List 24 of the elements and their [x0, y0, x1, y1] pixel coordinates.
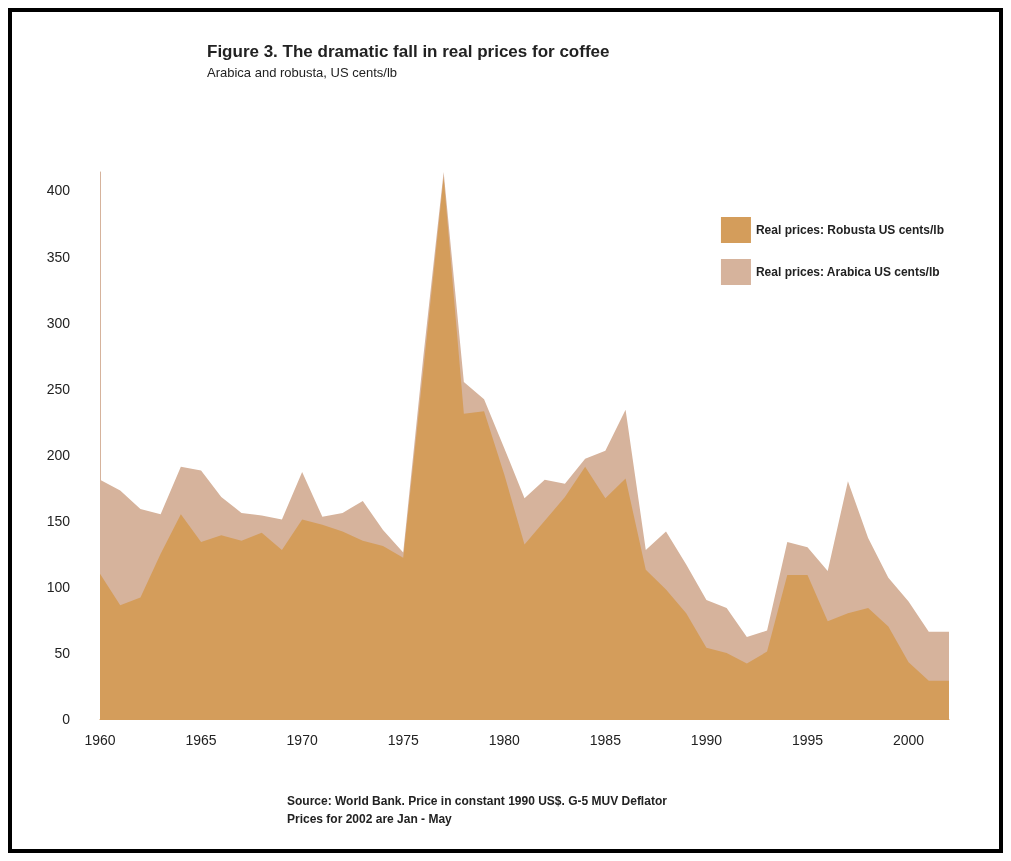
- y-tick-label: 0: [62, 711, 71, 727]
- x-tick-label: 1985: [589, 732, 622, 748]
- chart-subtitle: Arabica and robusta, US cents/lb: [207, 65, 398, 80]
- x-tick-label: 1995: [791, 732, 824, 748]
- x-tick-label: 2000: [892, 732, 925, 748]
- y-tick-label: 400: [46, 182, 71, 199]
- source-note: Source: World Bank. Price in constant 1990 US$. G-5 MUV Deflator: [287, 794, 668, 808]
- y-tick-label: 150: [46, 512, 71, 529]
- x-tick-label: 1980: [488, 732, 521, 748]
- y-tick-label: 50: [54, 644, 71, 661]
- legend-label: Real prices: Arabica US cents/lb: [755, 265, 940, 279]
- chart-title: Figure 3. The dramatic fall in real prices for coffee: [207, 42, 610, 61]
- text: Prices for 2002 are Jan - May: [287, 812, 453, 826]
- x-tick-label: 1970: [286, 732, 318, 748]
- y-tick-label: 100: [46, 578, 71, 595]
- x-tick-label: 1990: [690, 732, 723, 748]
- y-tick-label: 350: [46, 248, 71, 265]
- x-tick-label: 1965: [185, 732, 217, 748]
- legend-label: Real prices: Robusta US cents/lb: [755, 223, 945, 237]
- y-tick-label: 300: [46, 314, 71, 331]
- y-tick-label: 250: [46, 380, 71, 397]
- x-tick-label: 1975: [387, 732, 419, 748]
- y-tick-label: 200: [46, 446, 71, 463]
- x-tick-label: 1960: [84, 732, 116, 748]
